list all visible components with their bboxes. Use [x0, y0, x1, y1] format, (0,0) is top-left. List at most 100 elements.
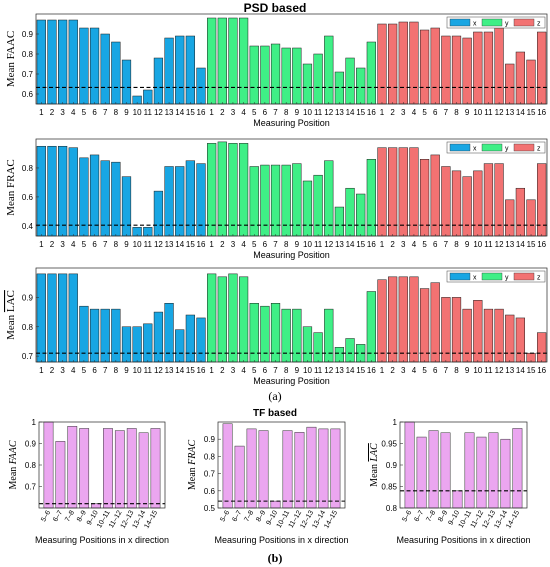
bar-y-10	[302, 63, 313, 105]
legend-label-z: z	[537, 146, 541, 153]
y-axis-label: Mean FRAC	[187, 440, 198, 491]
x-tick-label-z-15: 15	[527, 240, 536, 249]
x-tick-label-z-3: 3	[401, 108, 406, 117]
x-tick-label-x-14: 14	[175, 108, 184, 117]
bar-x-14	[175, 35, 185, 105]
bar-1	[222, 423, 233, 509]
bar-z-14	[515, 51, 526, 105]
x-tick-label-z-4: 4	[412, 108, 417, 117]
bar-y-11	[313, 174, 323, 237]
plot-frame	[35, 138, 548, 237]
y-axis-label: Mean FAAC	[8, 440, 19, 489]
y-tick-label: 0.8	[22, 323, 34, 332]
y-axis-label-metric: LAC	[369, 443, 380, 463]
bar-y-1	[207, 143, 217, 237]
bar-8	[306, 426, 317, 509]
bar-z-14	[515, 317, 526, 363]
bar-z-9	[462, 37, 472, 105]
x-tick-label-y-13: 13	[335, 108, 344, 117]
bar-3	[67, 426, 78, 509]
x-tick-label-x-10: 10	[133, 108, 142, 117]
x-tick-label-x-9: 9	[124, 366, 129, 375]
x-tick-label-z-9: 9	[465, 108, 470, 117]
bar-y-10	[302, 180, 313, 237]
x-tick-label-x-16: 16	[197, 366, 206, 375]
x-tick-label-2: 6–7	[52, 509, 64, 523]
bar-z-11	[483, 308, 494, 363]
bar-3	[428, 430, 439, 509]
x-tick-label-3: 7–8	[64, 509, 76, 523]
x-tick-label-x-6: 6	[92, 366, 97, 375]
x-tick-label-z-16: 16	[537, 240, 546, 249]
x-tick-label-z-1: 1	[380, 108, 385, 117]
y-tick-label: 0.9	[22, 293, 34, 302]
y-tick-label: 0.85	[381, 483, 397, 492]
x-tick-label-z-8: 8	[454, 240, 459, 249]
x-tick-label-y-2: 2	[220, 240, 225, 249]
bar-z-13	[505, 314, 515, 363]
x-tick-label-y-4: 4	[241, 366, 246, 375]
x-tick-label-x-6: 6	[92, 240, 97, 249]
x-tick-label-z-3: 3	[401, 240, 406, 249]
bar-z-2	[388, 276, 398, 363]
x-tick-label-y-8: 8	[284, 108, 289, 117]
x-tick-label-y-1: 1	[209, 240, 214, 249]
x-tick-label-y-11: 11	[314, 108, 323, 117]
bar-z-2	[388, 147, 398, 237]
bar-6	[464, 432, 475, 509]
bar-y-8	[281, 308, 291, 363]
x-tick-label-x-10: 10	[133, 240, 142, 249]
y-axis-label: Mean LAC	[5, 290, 17, 340]
y-tick-label: 0.7	[204, 470, 216, 479]
x-tick-label-z-14: 14	[516, 108, 525, 117]
x-tick-label-2: 6–7	[413, 509, 425, 523]
bar-z-10	[473, 170, 483, 237]
y-axis-label: Mean LAC	[369, 443, 380, 487]
legend-swatch-x	[449, 143, 471, 152]
x-tick-label-x-5: 5	[82, 366, 87, 375]
x-tick-label-x-6: 6	[92, 108, 97, 117]
bar-x-8	[111, 308, 121, 363]
x-tick-label-y-7: 7	[273, 366, 278, 375]
x-tick-label-z-6: 6	[433, 108, 438, 117]
y-axis-label-metric: FAAC	[8, 440, 19, 465]
y-axis-label-prefix: Mean	[5, 188, 17, 216]
bar-x-6	[89, 154, 100, 237]
x-tick-label-y-8: 8	[284, 240, 289, 249]
y-axis-label-prefix: Mean	[369, 462, 380, 487]
x-tick-label-y-10: 10	[303, 108, 312, 117]
y-tick-label: 0.8	[22, 50, 34, 59]
bar-y-11	[313, 332, 323, 363]
x-tick-label-z-4: 4	[412, 366, 417, 375]
x-tick-label-4: 8–9	[437, 509, 449, 523]
plot-area	[36, 268, 547, 362]
x-tick-label-y-12: 12	[324, 108, 333, 117]
bar-x-7	[100, 33, 110, 105]
x-tick-label-z-12: 12	[495, 108, 504, 117]
bar-9	[500, 438, 511, 509]
bar-z-13	[505, 199, 515, 237]
bar-10	[330, 428, 341, 509]
x-tick-label-z-13: 13	[505, 366, 514, 375]
y-tick-label: 0.7	[22, 70, 34, 79]
tf-plot-3: 5–6 6–7 7–8 8–99–1010–1111–1212–1313–1414–1…	[369, 418, 531, 545]
y-tick-label: 0.5	[204, 504, 216, 513]
x-tick-label-y-9: 9	[295, 366, 300, 375]
x-tick-label-z-2: 2	[390, 240, 395, 249]
x-tick-label-y-4: 4	[241, 240, 246, 249]
bar-z-13	[505, 63, 515, 105]
y-axis-label-metric: FAAC	[5, 31, 17, 60]
bar-z-4	[409, 147, 419, 237]
bar-x-1	[36, 145, 46, 237]
x-tick-label-z-7: 7	[444, 366, 449, 375]
bar-z-8	[451, 35, 462, 105]
x-tick-label-x-11: 11	[144, 240, 153, 249]
label-b: (b)	[267, 551, 283, 565]
x-tick-label-z-13: 13	[505, 108, 514, 117]
bar-z-3	[398, 276, 408, 363]
bar-7	[114, 430, 125, 509]
x-tick-label-y-14: 14	[346, 366, 355, 375]
x-tick-label-x-13: 13	[165, 108, 174, 117]
bar-z-6	[430, 27, 440, 105]
